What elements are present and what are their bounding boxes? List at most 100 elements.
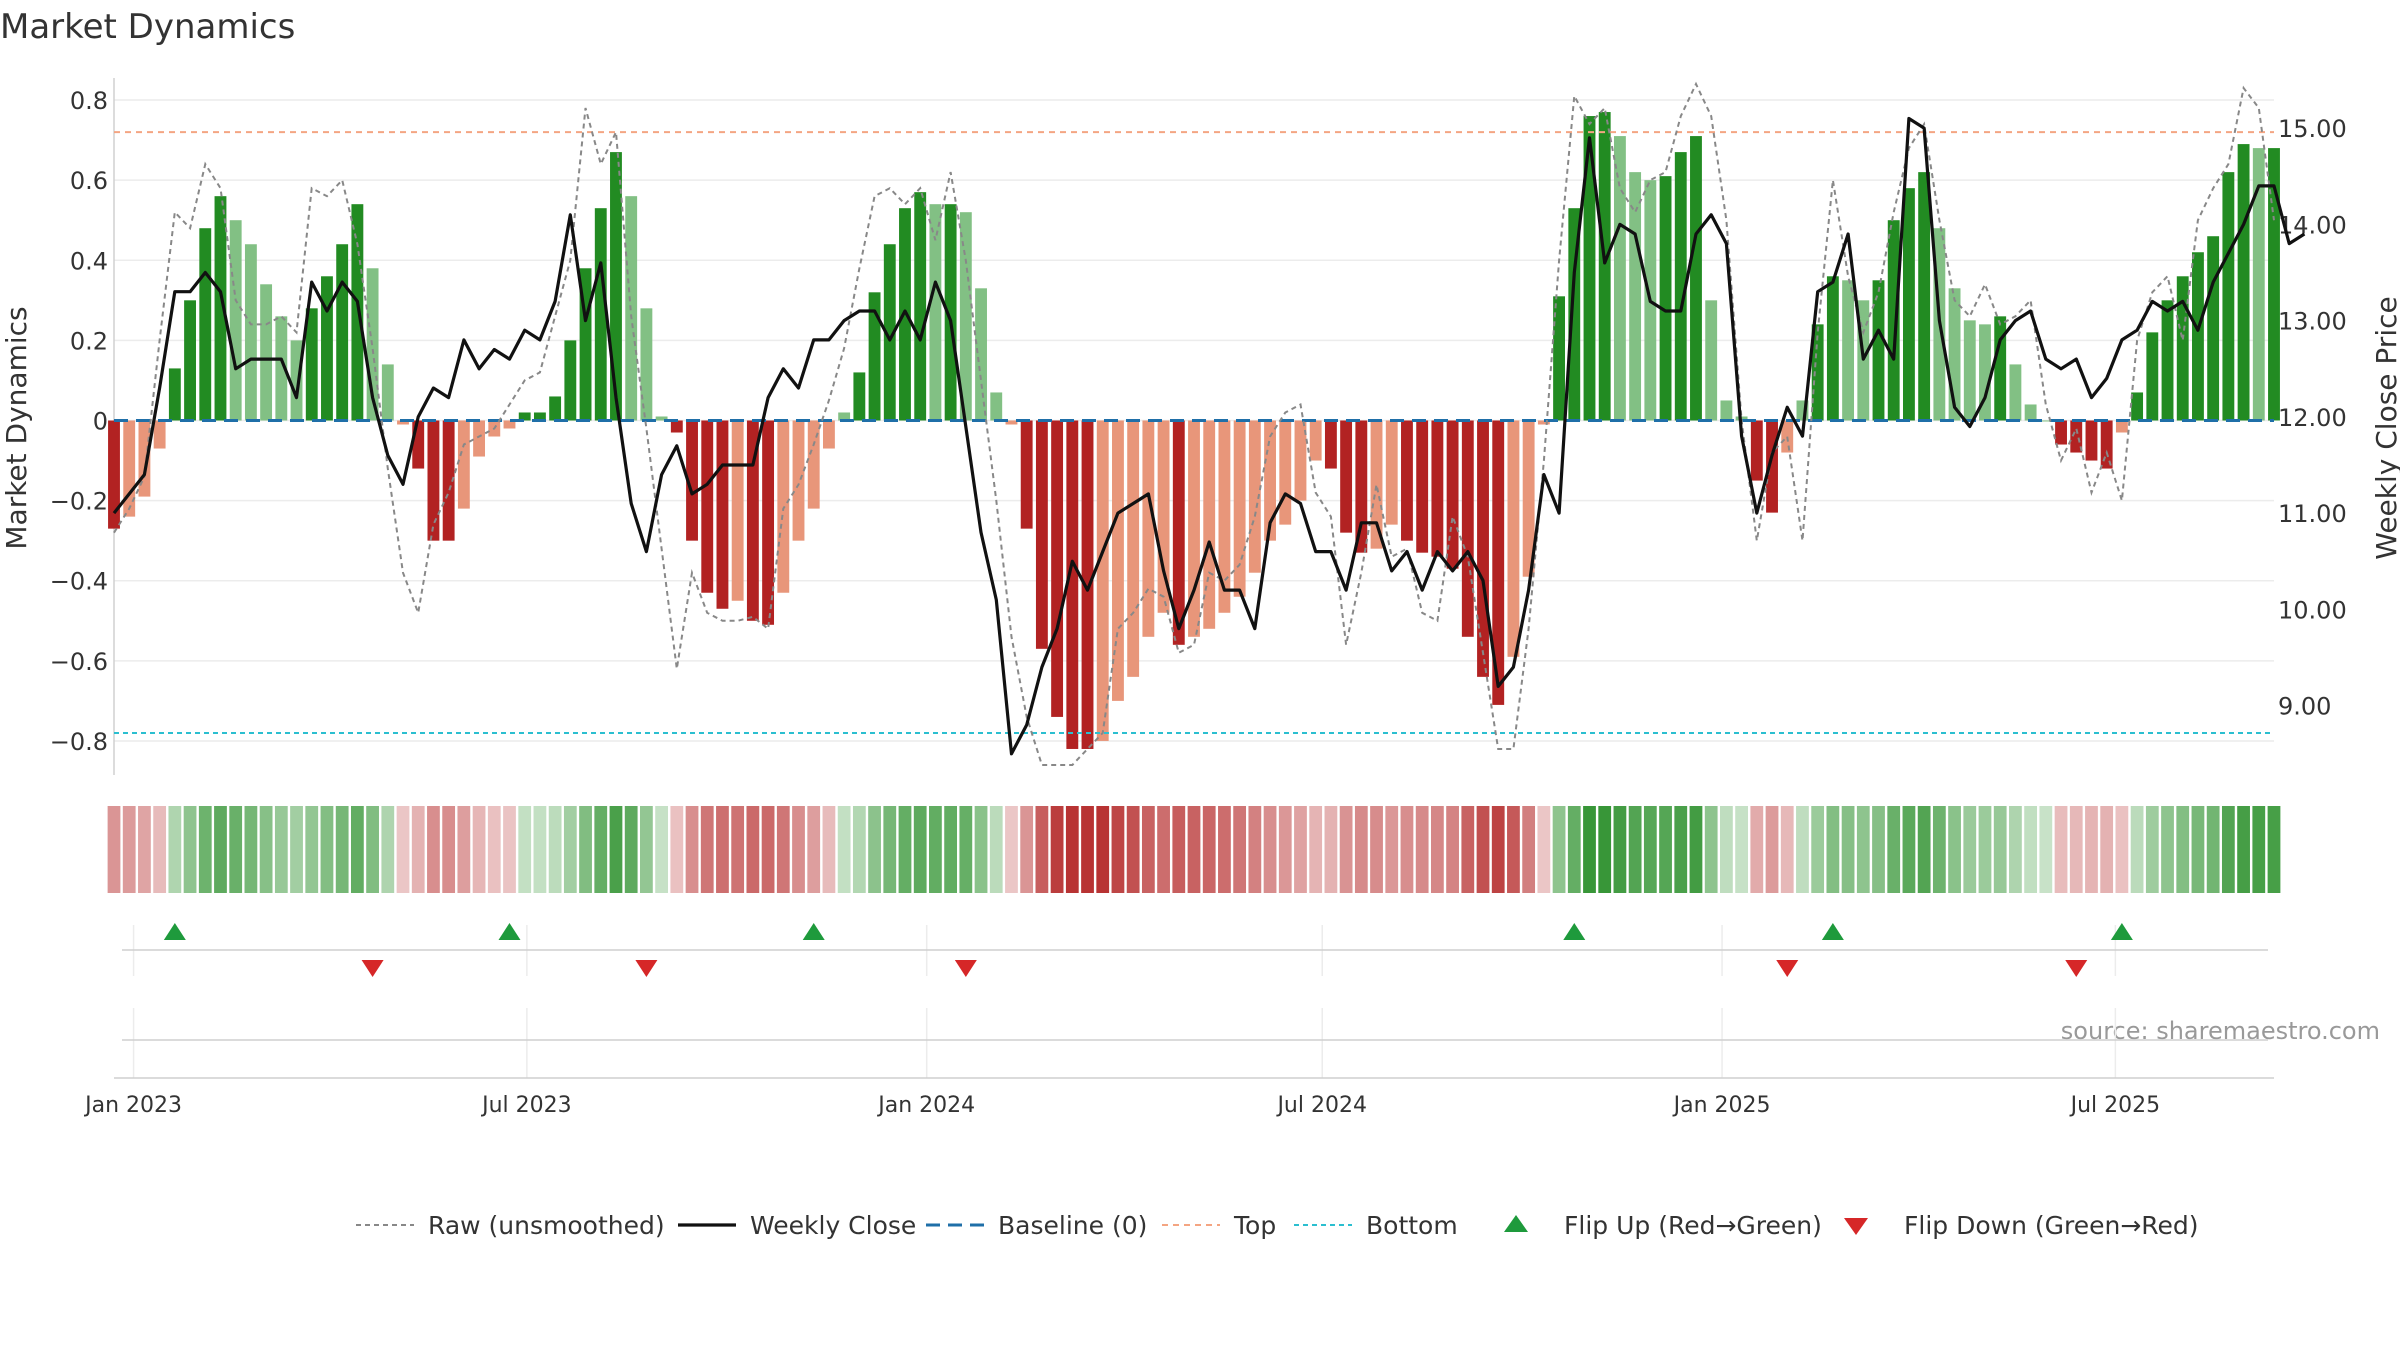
regime-strip-cell [1598, 806, 1612, 893]
dynamics-bar [214, 196, 227, 421]
dynamics-bar [1066, 420, 1079, 749]
regime-strip-cell [837, 806, 851, 893]
y-tick-right-label: 14.00 [2278, 211, 2347, 239]
legend-label: Top [1233, 1211, 1276, 1240]
y-axis-left-label: Market Dynamics [0, 306, 33, 549]
dynamics-bar [138, 420, 151, 497]
regime-strip-cell [472, 806, 486, 893]
dynamics-bar [1172, 420, 1185, 645]
dynamics-bar [1766, 420, 1778, 513]
legend-item-raw: Raw (unsmoothed) [356, 1211, 665, 1240]
regime-strip-cell [594, 806, 608, 893]
dynamics-bar [1598, 112, 1611, 421]
dynamics-bar [2146, 332, 2159, 421]
dynamics-bar [822, 420, 835, 449]
regime-strip-cell [1096, 806, 1110, 893]
regime-strip-cell [396, 806, 410, 893]
dynamics-bar [1948, 288, 1961, 421]
dynamics-bar [1005, 420, 1018, 425]
dynamics-bar [123, 420, 136, 517]
dynamics-bar [108, 420, 120, 529]
dynamics-bar [564, 340, 577, 421]
regime-strip-cell [107, 806, 121, 893]
y-tick-left-label: 0 [93, 407, 108, 435]
regime-strip-cell [974, 806, 988, 893]
x-tick-label: Jan 2024 [876, 1093, 975, 1118]
regime-strip-cell [2221, 806, 2235, 893]
x-tick-label: Jan 2025 [1672, 1093, 1771, 1118]
regime-strip-cell [2237, 806, 2250, 893]
regime-strip-cell [1430, 806, 1444, 893]
regime-strip-cell [2085, 806, 2098, 893]
dynamics-bar [686, 420, 698, 541]
regime-strip-cell [944, 806, 958, 893]
raw-series-line [113, 81, 2275, 766]
dynamics-bar [381, 364, 394, 421]
dynamics-bar [1096, 420, 1109, 741]
regime-strip-cell [198, 806, 212, 893]
dynamics-bar [777, 420, 790, 593]
flip-up-marker [2110, 923, 2133, 940]
regime-strip-cell [1005, 806, 1018, 893]
dynamics-bar [1127, 420, 1140, 677]
y-tick-right-label: 12.00 [2278, 404, 2347, 432]
y-tick-right-label: 13.00 [2278, 308, 2347, 336]
dynamics-bar [1659, 176, 1672, 421]
dynamics-bar [1401, 420, 1413, 541]
regime-strip-cell [366, 806, 379, 893]
regime-strip-cell [1689, 806, 1703, 893]
regime-strip-cell [1218, 806, 1231, 893]
regime-strip-cell [2161, 806, 2174, 893]
regime-strip-cell [1765, 806, 1779, 893]
flip-up-marker [1563, 923, 1586, 940]
regime-strip-cell [1126, 806, 1140, 893]
dynamics-bar [1233, 420, 1246, 597]
regime-strip-cell [1522, 806, 1536, 893]
regime-strip-cell [1172, 806, 1186, 893]
dynamics-bar [2070, 420, 2083, 453]
legend-label: Weekly Close [750, 1211, 916, 1240]
regime-strip-cell [685, 806, 699, 893]
dynamics-bar [153, 420, 166, 449]
regime-strip-cell [1476, 806, 1490, 893]
y-tick-left-label: −0.2 [50, 488, 108, 516]
regime-strip-cell [411, 806, 425, 893]
dynamics-bar [975, 288, 987, 421]
regime-strip-cell [1248, 806, 1262, 893]
dynamics-bar [518, 412, 531, 421]
regime-strip-cell [183, 806, 197, 893]
dynamics-bar [2039, 420, 2052, 422]
regime-strip-cell [1811, 806, 1825, 893]
dynamics-bar [1035, 420, 1048, 649]
y-tick-left-label: 0.6 [70, 167, 108, 195]
x-tick-label: Jul 2025 [2069, 1093, 2161, 1118]
dynamics-bar [746, 420, 759, 621]
regime-strip-cell [1385, 806, 1399, 893]
dynamics-bar [1720, 400, 1733, 421]
y-axis-right: 15.00 14.00 13.00 12.00 11.00 10.00 9.00 [2278, 115, 2347, 721]
regime-strip-cell [716, 806, 729, 893]
y-axis-right-label: Weekly Close Price [2370, 296, 2400, 559]
dynamics-bar [412, 420, 425, 469]
dynamics-bar [1963, 320, 1976, 421]
dynamics-bar [2176, 276, 2189, 421]
regime-strip-cell [1507, 806, 1520, 893]
regime-strip-cell [624, 806, 638, 893]
dynamics-bar [1918, 172, 1931, 421]
regime-strip-cell [259, 806, 273, 893]
x-tick-label: Jan 2023 [83, 1093, 182, 1118]
regime-strip-cell [761, 806, 775, 893]
dynamics-bar [1796, 400, 1809, 421]
bars-layer [108, 112, 2280, 749]
regime-strip-cell [2130, 806, 2144, 893]
regime-strip-cell [579, 806, 592, 893]
regime-strip-cell [2206, 806, 2220, 893]
regime-strip-cell [1567, 806, 1581, 893]
regime-strip-cell [1491, 806, 1505, 893]
regime-strip-cell [274, 806, 288, 893]
flip-up-marker [802, 923, 825, 940]
dynamics-bar [549, 396, 562, 421]
legend-item-flip_down: Flip Down (Green→Red) [1844, 1211, 2199, 1240]
regime-strip-cell [290, 806, 303, 893]
